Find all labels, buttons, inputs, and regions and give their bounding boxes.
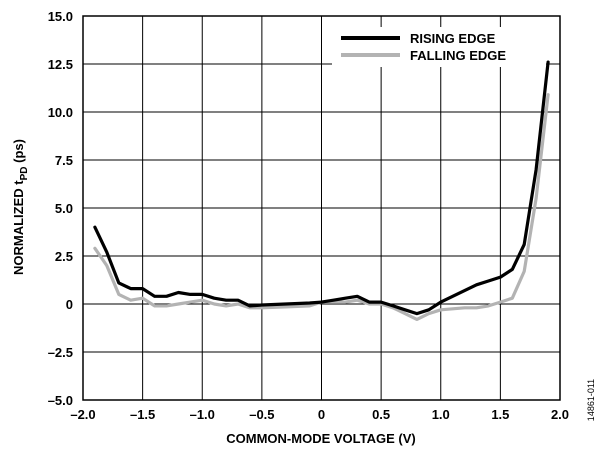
series-line-rising-edge <box>93 60 550 316</box>
y-axis-title-subscript: PD <box>19 166 30 180</box>
legend-background <box>332 27 546 67</box>
y-tick-label: 15.0 <box>48 9 73 24</box>
plot-frame <box>82 15 561 401</box>
legend-label-falling-edge: FALLING EDGE <box>410 48 506 63</box>
figure-id: 14861-011 <box>586 379 596 421</box>
y-tick-label: 10.0 <box>48 105 73 120</box>
grid <box>82 15 561 401</box>
x-tick-label: 0 <box>318 407 325 422</box>
x-tick-label: 2.0 <box>551 407 569 422</box>
y-tick-labels: –5.0 –2.5 0 2.5 5.0 7.5 10.0 12.5 15.0 <box>48 9 73 408</box>
y-axis-title: NORMALIZED tPD (ps) <box>11 139 30 275</box>
x-tick-label: 1.0 <box>432 407 450 422</box>
x-tick-label: 0.5 <box>372 407 390 422</box>
x-tick-label: 1.5 <box>491 407 509 422</box>
y-tick-label: 12.5 <box>48 57 73 72</box>
x-tick-label: –2.0 <box>70 407 95 422</box>
legend-label-rising-edge: RISING EDGE <box>410 31 496 46</box>
series-layer <box>93 60 550 321</box>
x-tick-label: –1.0 <box>190 407 215 422</box>
y-tick-label: 0 <box>66 297 73 312</box>
y-tick-label: –5.0 <box>48 393 73 408</box>
legend: RISING EDGE FALLING EDGE <box>332 27 546 67</box>
series-line-falling-edge <box>93 93 550 321</box>
y-tick-label: 2.5 <box>55 249 73 264</box>
x-axis-title: COMMON-MODE VOLTAGE (V) <box>226 431 415 446</box>
x-tick-label: –1.5 <box>130 407 155 422</box>
y-tick-label: 5.0 <box>55 201 73 216</box>
y-axis-title-main: NORMALIZED t <box>11 180 26 275</box>
y-tick-label: –2.5 <box>48 345 73 360</box>
x-tick-labels: –2.0 –1.5 –1.0 –0.5 0 0.5 1.0 1.5 2.0 <box>70 407 569 422</box>
y-tick-label: 7.5 <box>55 153 73 168</box>
y-axis-title-unit: (ps) <box>11 139 26 166</box>
x-tick-label: –0.5 <box>249 407 274 422</box>
